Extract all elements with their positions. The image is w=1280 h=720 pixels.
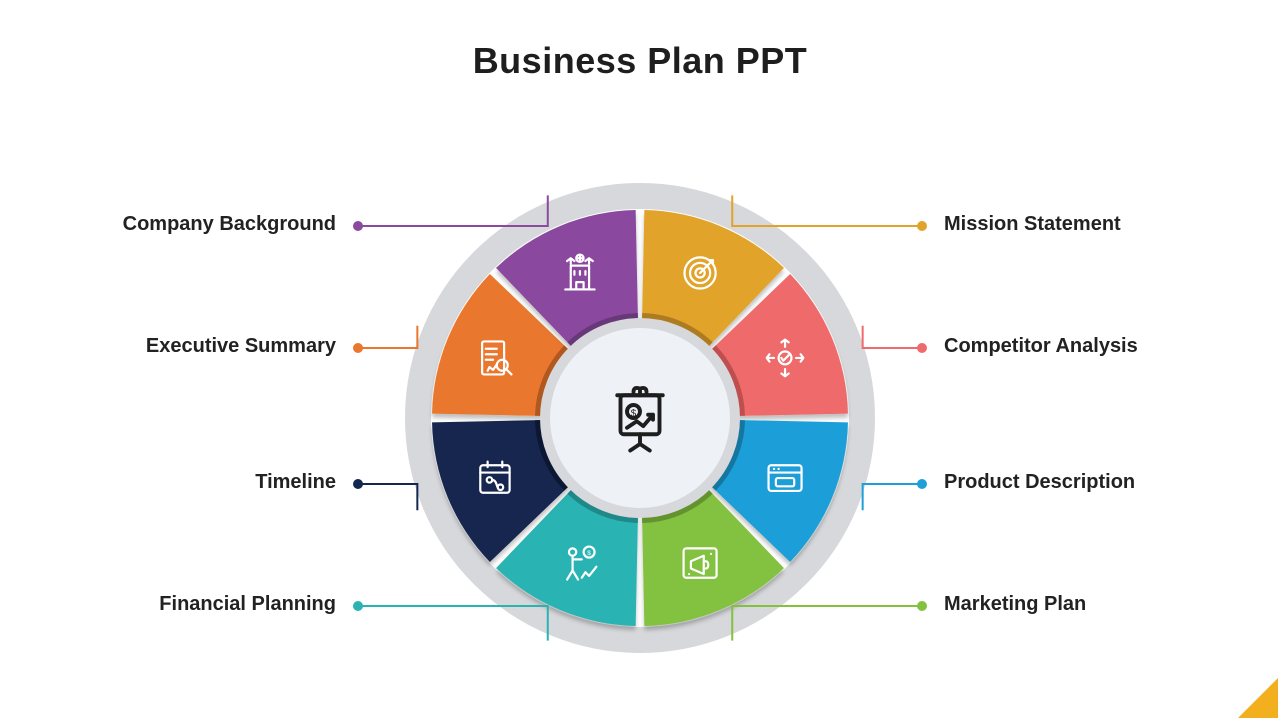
- center-disc: [545, 323, 735, 513]
- connector-dot-competitor: [917, 343, 927, 353]
- connector-dot-company: [353, 221, 363, 231]
- label-timeline: Timeline: [255, 471, 336, 494]
- svg-text:$: $: [587, 550, 591, 557]
- connector-dot-executive: [353, 343, 363, 353]
- label-competitor: Competitor Analysis: [944, 335, 1138, 358]
- target-icon: [684, 257, 715, 288]
- connector-dot-timeline: [353, 479, 363, 489]
- connector-product: [863, 484, 922, 510]
- connector-dot-marketing: [917, 601, 927, 611]
- label-financial: Financial Planning: [159, 593, 336, 616]
- label-executive: Executive Summary: [146, 335, 336, 358]
- connector-executive: [358, 326, 417, 348]
- connector-timeline: [358, 484, 417, 510]
- corner-mark: [1238, 678, 1278, 718]
- infographic-stage: Business Plan PPT $$ Mission StatementCo…: [0, 0, 1280, 720]
- connector-competitor: [863, 326, 922, 348]
- label-company: Company Background: [123, 213, 336, 236]
- connector-dot-mission: [917, 221, 927, 231]
- svg-text:$: $: [631, 408, 637, 419]
- label-product: Product Description: [944, 471, 1135, 494]
- connector-dot-financial: [353, 601, 363, 611]
- label-marketing: Marketing Plan: [944, 593, 1086, 616]
- connector-dot-product: [917, 479, 927, 489]
- label-mission: Mission Statement: [944, 213, 1121, 236]
